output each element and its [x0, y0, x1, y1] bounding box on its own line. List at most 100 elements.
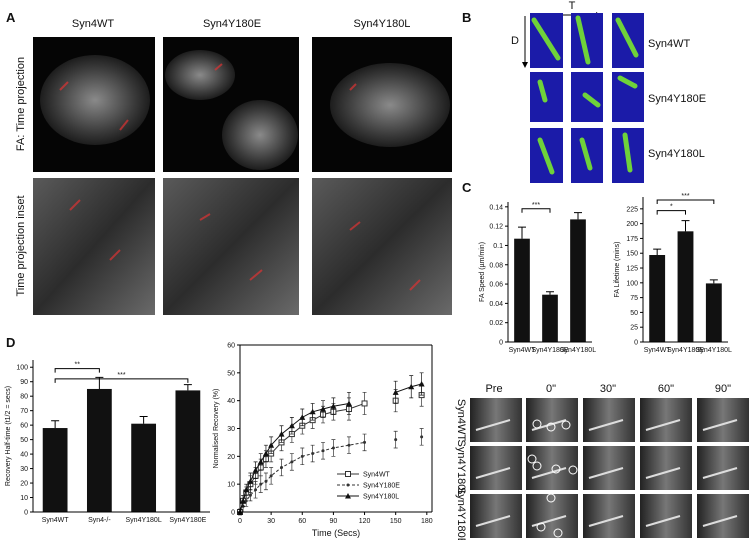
y-tick-label: 60 [20, 423, 28, 430]
y-tick-label: 0 [231, 510, 235, 517]
bar [514, 238, 530, 342]
x-tick-label: Syn4Y180E [532, 347, 569, 354]
streak [702, 419, 738, 431]
significance-bracket [54, 378, 189, 383]
cell [330, 63, 450, 147]
column-title: 0" [546, 383, 556, 395]
streak [475, 419, 511, 431]
x-tick-label: 150 [390, 518, 402, 525]
marker [278, 431, 285, 437]
y-tick-label: 50 [227, 370, 235, 377]
marker [320, 406, 327, 412]
marker [247, 478, 254, 484]
y-tick-label: 200 [626, 221, 638, 228]
row-label: Syn4Y180L [455, 440, 467, 497]
error-bar [546, 291, 554, 295]
marker [408, 383, 415, 390]
y-tick-label: 100 [626, 280, 638, 287]
y-tick-label: 50 [20, 437, 28, 444]
bar [677, 231, 694, 342]
cell [165, 50, 235, 100]
marker [262, 450, 269, 457]
marker [346, 483, 350, 487]
panel-label: B [462, 10, 471, 25]
marker [299, 414, 306, 420]
significance-bracket [54, 368, 100, 373]
x-tick-label: Syn4Y180E [169, 517, 206, 524]
image [697, 398, 749, 442]
legend-label: Syn4WT [363, 472, 391, 479]
marker [269, 474, 273, 478]
error-bar [183, 384, 192, 391]
y-tick-label: 0.08 [489, 262, 503, 269]
row-label: FA: Time projection [15, 57, 27, 151]
column-title: 60" [658, 383, 674, 395]
column-title: Syn4Y180L [354, 18, 411, 30]
marker [300, 454, 304, 458]
marker [311, 452, 315, 456]
y-tick-label: 20 [20, 481, 28, 488]
image [470, 494, 522, 538]
marker [288, 422, 295, 429]
x-tick-label: 90 [330, 518, 338, 525]
image [583, 398, 635, 442]
axis-label: D [511, 35, 519, 47]
y-tick-label: 100 [16, 365, 28, 372]
bleach-circles [527, 419, 578, 538]
y-tick-label: 10 [20, 495, 28, 502]
red-adhesions [59, 63, 421, 291]
y-tick-label: 175 [626, 236, 638, 243]
y-tick-label: 0.04 [489, 301, 503, 308]
y-axis-label: Recovery Half-time (t1/2 = secs) [5, 386, 12, 486]
kymographs [530, 13, 644, 183]
error-bar [653, 248, 662, 255]
micrographs [33, 37, 452, 315]
significance-bracket [521, 208, 551, 213]
bar [131, 423, 157, 512]
marker [268, 442, 275, 448]
x-tick-label: 0 [238, 518, 242, 525]
error-bar [574, 212, 582, 220]
y-tick-label: 0.14 [489, 204, 503, 211]
marker [254, 488, 258, 492]
image [640, 398, 692, 442]
streak [588, 467, 624, 479]
marker [363, 440, 367, 444]
error-bar [139, 415, 148, 424]
x-tick-label: Syn4Y180L [696, 347, 732, 354]
bar [42, 428, 68, 512]
y-tick-label: 225 [626, 206, 638, 213]
image [526, 398, 578, 442]
frap-images [470, 398, 749, 538]
x-tick-label: Syn4WT [509, 347, 537, 354]
image [470, 446, 522, 490]
bar [570, 219, 586, 342]
image [583, 446, 635, 490]
marker [394, 438, 398, 442]
x-tick-label: Syn4Y180E [667, 347, 704, 354]
image [697, 494, 749, 538]
y-tick-label: 150 [626, 251, 638, 258]
y-tick-label: 40 [20, 452, 28, 459]
streak [588, 419, 624, 431]
streak [645, 515, 681, 527]
y-tick-label: 80 [20, 394, 28, 401]
image [526, 494, 578, 538]
streak [645, 419, 681, 431]
streak [702, 467, 738, 479]
y-tick-label: 50 [630, 310, 638, 317]
y-tick-label: 0 [634, 340, 638, 347]
arrowhead [522, 62, 528, 68]
marker [330, 403, 337, 409]
significance-label: *** [681, 193, 689, 200]
row-label: Syn4Y180E [648, 93, 706, 105]
image [33, 178, 155, 315]
bar [649, 255, 666, 342]
image [163, 178, 299, 315]
y-tick-label: 60 [227, 343, 235, 350]
image [640, 494, 692, 538]
image [470, 398, 522, 442]
y-tick-label: 30 [227, 426, 235, 433]
marker [244, 499, 248, 503]
